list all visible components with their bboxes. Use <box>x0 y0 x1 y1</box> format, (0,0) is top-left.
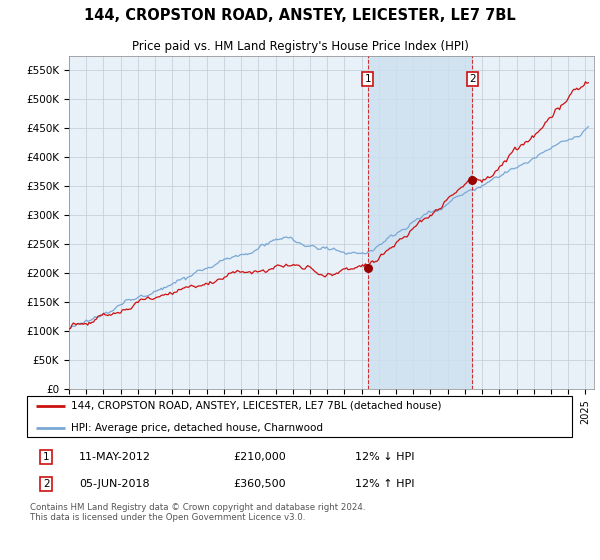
Text: 12% ↑ HPI: 12% ↑ HPI <box>355 479 415 489</box>
Text: £210,000: £210,000 <box>234 452 287 462</box>
Text: 144, CROPSTON ROAD, ANSTEY, LEICESTER, LE7 7BL (detached house): 144, CROPSTON ROAD, ANSTEY, LEICESTER, L… <box>71 400 442 410</box>
Text: 12% ↓ HPI: 12% ↓ HPI <box>355 452 415 462</box>
Text: 144, CROPSTON ROAD, ANSTEY, LEICESTER, LE7 7BL: 144, CROPSTON ROAD, ANSTEY, LEICESTER, L… <box>84 8 516 23</box>
Text: 05-JUN-2018: 05-JUN-2018 <box>79 479 150 489</box>
FancyBboxPatch shape <box>27 396 572 437</box>
Text: HPI: Average price, detached house, Charnwood: HPI: Average price, detached house, Char… <box>71 423 323 433</box>
Text: 2: 2 <box>43 479 49 489</box>
Bar <box>368 56 472 389</box>
Text: Contains HM Land Registry data © Crown copyright and database right 2024.
This d: Contains HM Land Registry data © Crown c… <box>29 503 365 522</box>
Text: Price paid vs. HM Land Registry's House Price Index (HPI): Price paid vs. HM Land Registry's House … <box>131 40 469 53</box>
Text: 1: 1 <box>43 452 49 462</box>
Text: 1: 1 <box>365 74 371 84</box>
Text: £360,500: £360,500 <box>234 479 286 489</box>
Text: 2: 2 <box>469 74 476 84</box>
Text: 11-MAY-2012: 11-MAY-2012 <box>79 452 151 462</box>
